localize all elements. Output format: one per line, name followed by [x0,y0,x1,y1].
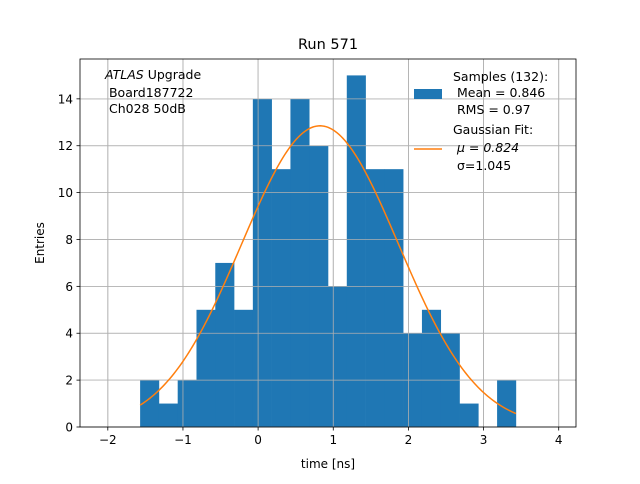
x-tick-label: 0 [254,433,262,447]
histogram-bar [365,169,385,428]
y-tick-label: 12 [58,139,73,153]
annotation: ATLAS Upgrade Board187722 Ch028 50dB [104,67,201,116]
y-axis-label: Entries [33,222,47,264]
legend: Samples (132): Mean = 0.846 RMS = 0.97 G… [414,69,548,173]
legend-samples-mean: Mean = 0.846 [453,85,545,100]
histogram-bars [80,59,576,428]
svg-text:ATLAS Upgrade: ATLAS Upgrade [104,67,201,82]
y-tick-label: 10 [58,186,73,200]
histogram-bar [234,309,254,427]
histogram-bar [271,169,291,428]
annotation-upgrade: Upgrade [144,67,202,82]
histogram-bar [421,309,442,427]
legend-samples-title: Samples (132): [449,69,548,84]
x-tick-label: 4 [555,433,563,447]
y-tick-label: 4 [65,327,73,341]
histogram-bar [215,262,235,427]
x-tick-label: 3 [480,433,488,447]
y-tick-label: 2 [65,374,73,388]
x-tick-label: −2 [99,433,117,447]
annotation-channel: Ch028 50dB [105,101,186,116]
x-axis-label: time [ns] [301,457,355,471]
gaussian-fit-line [139,125,517,415]
histogram-bar [252,98,272,427]
histogram-bar [158,403,178,427]
plot-frame [79,58,577,428]
legend-fit-mu: μ = 0.824 [453,140,519,155]
histogram-bar [177,380,197,427]
y-tick-label: 0 [65,421,73,435]
annotation-atlas: ATLAS [104,67,144,82]
legend-fit-title: Gaussian Fit: [449,122,533,137]
histogram-bar [346,75,366,427]
legend-samples-swatch [414,89,442,99]
annotation-board: Board187722 [105,85,193,100]
histogram-bar [140,380,160,427]
legend-fit-sigma: σ=1.045 [453,158,511,173]
histogram-bar [196,309,216,427]
histogram-bar [497,380,517,427]
legend-samples-rms: RMS = 0.97 [453,102,531,117]
y-tick-label: 6 [65,280,73,294]
chart-title: Run 571 [298,37,358,53]
y-tick-label: 14 [58,92,73,106]
histogram-bar [328,286,348,427]
x-tick-label: −1 [174,433,192,447]
x-tick-label: 2 [405,433,413,447]
x-tick-label: 1 [329,433,337,447]
histogram-bar [290,98,310,427]
histogram-bar [384,169,404,428]
y-tick-label: 8 [65,233,73,247]
histogram-bar [459,403,479,427]
